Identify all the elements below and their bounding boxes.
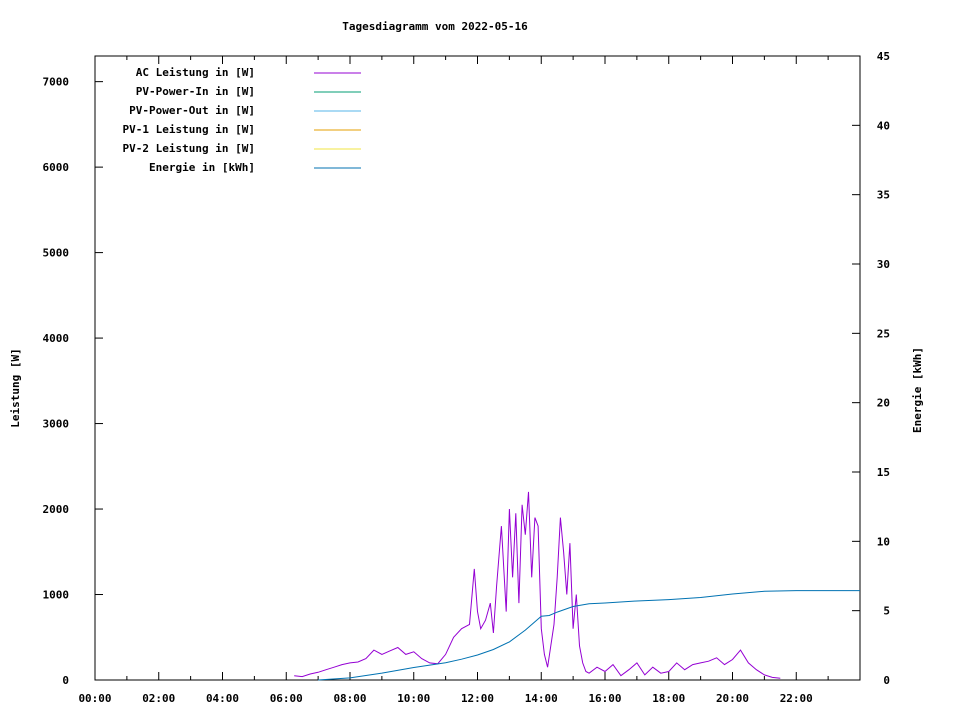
y-tick-label: 7000	[43, 76, 70, 89]
legend-label: PV-1 Leistung in [W]	[123, 123, 255, 136]
y2-tick-label: 25	[877, 327, 890, 340]
y2-tick-label: 40	[877, 119, 890, 132]
x-tick-label: 04:00	[206, 692, 239, 705]
series-line-energie-in-kwh	[318, 590, 860, 681]
y2-tick-label: 10	[877, 535, 890, 548]
x-tick-label: 16:00	[588, 692, 621, 705]
legend-label: Energie in [kWh]	[149, 161, 255, 174]
y2-tick-label: 20	[877, 397, 890, 410]
y2-tick-label: 0	[883, 674, 890, 687]
y2-axis-label: Energie [kWh]	[911, 347, 924, 433]
x-tick-label: 02:00	[142, 692, 175, 705]
x-tick-label: 06:00	[270, 692, 303, 705]
y-tick-label: 4000	[43, 332, 70, 345]
y-tick-label: 5000	[43, 247, 70, 260]
y-tick-label: 0	[62, 674, 69, 687]
x-tick-label: 12:00	[461, 692, 494, 705]
y-tick-label: 6000	[43, 161, 70, 174]
legend-label: PV-Power-Out in [W]	[129, 104, 255, 117]
y-tick-label: 1000	[43, 589, 70, 602]
y-axis-label: Leistung [W]	[9, 348, 22, 427]
x-tick-label: 14:00	[525, 692, 558, 705]
x-tick-label: 22:00	[780, 692, 813, 705]
legend: AC Leistung in [W] PV-Power-In in [W] PV-P…	[123, 66, 361, 174]
x-tick-label: 18:00	[652, 692, 685, 705]
y2-tick-label: 30	[877, 258, 890, 271]
x-tick-label: 10:00	[397, 692, 430, 705]
y-tick-label: 3000	[43, 418, 70, 431]
series-line-ac-leistung-in-w	[294, 491, 781, 679]
y2-tick-label: 35	[877, 189, 890, 202]
legend-label: PV-2 Leistung in [W]	[123, 142, 255, 155]
series-lines	[294, 491, 860, 681]
y2-tick-label: 45	[877, 50, 890, 63]
x-tick-label: 00:00	[78, 692, 111, 705]
legend-label: AC Leistung in [W]	[136, 66, 255, 79]
chart-title: Tagesdiagramm vom 2022-05-16	[342, 20, 528, 33]
legend-label: PV-Power-In in [W]	[136, 85, 255, 98]
x-tick-label: 20:00	[716, 692, 749, 705]
y2-tick-label: 5	[883, 605, 890, 618]
axis-ticks: 00:00 02:00 04:00 06:00 08:00 10:00 12:00 14:00…	[43, 50, 891, 705]
y2-tick-label: 15	[877, 466, 890, 479]
x-tick-label: 08:00	[333, 692, 366, 705]
y-tick-label: 2000	[43, 503, 70, 516]
